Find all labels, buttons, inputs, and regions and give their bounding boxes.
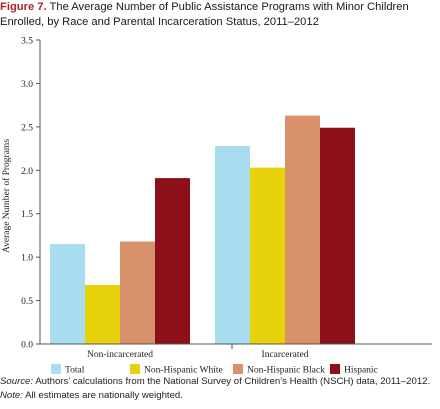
bar-total-incarcerated [215,145,250,344]
legend-label: Non-Hispanic White [144,366,223,376]
legend: Total Non-Hispanic White Non-Hispanic Blac… [51,364,378,376]
figure-label: Figure 7. [0,1,47,13]
legend-swatch [330,364,340,374]
bar-non-hispanic-white-incarcerated [250,167,285,344]
legend-swatch [130,364,140,374]
note-text: All estimates are nationally weighted. [25,389,183,401]
source-line: Source: Authors’ calculations from the N… [0,375,440,389]
bar-non-hispanic-black-incarcerated [285,115,320,345]
legend-label: Non-Hispanic Black [247,366,325,376]
note-label: Note: [0,389,23,401]
legend-swatch [233,364,243,374]
bars [50,115,355,345]
footnote: Source: Authors’ calculations from the N… [0,375,440,402]
y-tick-label: 2.0 [21,167,33,177]
y-tick-label: 1.5 [21,210,33,220]
note-line: Note: All estimates are nationally weigh… [0,389,440,403]
legend-label: Hispanic [344,366,378,376]
source-text: Authors’ calculations from the National … [35,376,431,387]
y-tick-label: 0.5 [21,297,33,307]
y-tick-label: 1.0 [21,254,33,264]
legend-label: Total [65,366,85,376]
x-axis: Non-incarcerated Incarcerated [40,343,432,360]
bar-hispanic-incarcerated [320,127,355,345]
source-label: Source: [0,376,34,387]
y-tick-label: 2.5 [21,123,33,133]
bar-non-hispanic-black-non-incarcerated [120,241,155,344]
y-tick-label: 3.0 [21,80,33,90]
y-axis-label: Average Number of Programs [1,139,12,253]
figure-title-text: The Average Number of Public Assistance … [0,1,409,28]
y-axis: 0.0 0.5 1.0 1.5 2.0 2.5 3.0 3.5 [21,37,41,351]
y-tick-label: 3.5 [21,37,33,47]
bar-non-hispanic-white-non-incarcerated [85,284,120,344]
bar-hispanic-non-incarcerated [155,178,190,344]
bar-total-non-incarcerated [50,244,85,344]
x-category-label: Incarcerated [262,350,309,360]
legend-swatch [51,364,61,374]
y-tick-label: 0.0 [21,341,33,351]
x-category-label: Non-incarcerated [87,350,153,360]
figure-title: Figure 7. The Average Number of Public A… [0,0,438,30]
